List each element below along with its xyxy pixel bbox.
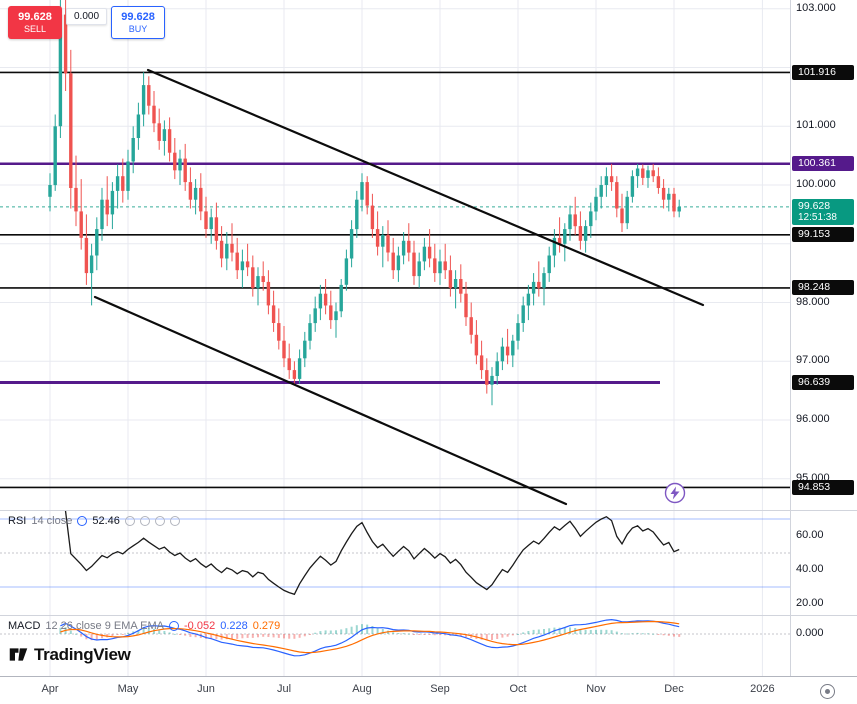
- rsi-plot: [64, 510, 680, 596]
- time-axis-label: Dec: [664, 683, 684, 695]
- price-axis-label: 100.000: [796, 178, 836, 190]
- time-axis-label: 2026: [750, 683, 775, 695]
- delete-icon[interactable]: [154, 516, 165, 526]
- time-axis-label: Sep: [430, 683, 450, 695]
- macd-axis-label: 0.000: [796, 627, 824, 639]
- price-axis-label: 101.000: [796, 119, 836, 132]
- refresh-icon[interactable]: [77, 516, 88, 526]
- refresh-icon[interactable]: [169, 621, 180, 631]
- rsi-title: RSI: [8, 515, 27, 527]
- macd-plot: [59, 618, 681, 657]
- time-axis-label: Aug: [352, 683, 372, 695]
- price-axis-label: 103.000: [796, 1, 836, 14]
- time-axis-label: Oct: [509, 683, 527, 695]
- tradingview-logo[interactable]: TradingView: [8, 644, 131, 665]
- time-axis-label: Jul: [276, 683, 292, 695]
- price-level-badge: 99.153: [792, 227, 854, 243]
- macd-title: MACD: [8, 620, 41, 632]
- time-axis-label: Jun: [197, 683, 215, 695]
- current-price-badge: 99.628 12:51:38: [792, 198, 854, 225]
- level-lines[interactable]: [0, 71, 790, 489]
- price-axis-label: 96.000: [796, 413, 830, 425]
- price-axis-label: 97.000: [796, 354, 830, 367]
- eye-icon[interactable]: [124, 516, 135, 526]
- time-axis-label: May: [117, 683, 139, 695]
- spread-value: 0.000: [66, 8, 108, 25]
- sell-button[interactable]: 99.628 SELL: [8, 6, 62, 39]
- price-axis-label: 98.000: [796, 295, 830, 308]
- macd-line-value: 0.228: [220, 620, 248, 632]
- settings-icon[interactable]: [139, 516, 150, 526]
- sell-label: SELL: [23, 23, 47, 34]
- macd-hist-value: -0.052: [184, 620, 216, 632]
- macd-legend: MACD 12 26 close 9 EMA EMA -0.052 0.228 …: [8, 620, 280, 632]
- price-level-badge: 98.248: [792, 280, 854, 296]
- price-level-badge: 94.853: [792, 479, 854, 495]
- buy-button[interactable]: 99.628 BUY: [111, 6, 166, 39]
- trendline-upper[interactable]: [146, 68, 705, 307]
- candlesticks: [48, 0, 681, 406]
- rsi-value: 52.46: [92, 515, 120, 527]
- tradingview-logo-icon: [9, 648, 28, 661]
- time-axis[interactable]: Apr May Jun Jul Aug Sep Oct Nov Dec 2026: [0, 676, 857, 704]
- rsi-bands: [0, 518, 790, 588]
- rsi-axis-label: 40.00: [796, 563, 824, 575]
- price-level-badge: 100.361: [792, 156, 854, 172]
- time-axis-label: Apr: [41, 683, 59, 695]
- sell-price: 99.628: [18, 10, 52, 23]
- time-axis-label: Nov: [586, 683, 606, 695]
- axis-settings-icon[interactable]: [820, 684, 835, 699]
- current-price: 99.628: [798, 199, 831, 212]
- trendline-lower[interactable]: [93, 295, 568, 506]
- order-panel: 99.628 SELL 0.000 99.628 BUY: [8, 6, 166, 39]
- more-icon[interactable]: [169, 516, 180, 526]
- lightning-icon[interactable]: [664, 482, 686, 504]
- rsi-legend: RSI 14 close 52.46: [8, 515, 180, 527]
- gridlines: [0, 0, 790, 676]
- rsi-axis-label: 20.00: [796, 597, 824, 609]
- buy-price: 99.628: [121, 10, 155, 23]
- tradingview-logo-text: TradingView: [34, 644, 131, 664]
- price-level-badge: 96.639: [792, 374, 854, 390]
- rsi-axis-label: 60.00: [796, 529, 824, 541]
- rsi-params: 14 close: [31, 515, 73, 527]
- macd-params: 12 26 close 9 EMA EMA: [45, 620, 165, 632]
- pane-separators[interactable]: [0, 0, 857, 677]
- macd-signal-value: 0.279: [252, 620, 281, 632]
- price-level-badge: 101.916: [792, 64, 854, 80]
- buy-label: BUY: [128, 23, 148, 34]
- current-time: 12:51:38: [798, 211, 837, 223]
